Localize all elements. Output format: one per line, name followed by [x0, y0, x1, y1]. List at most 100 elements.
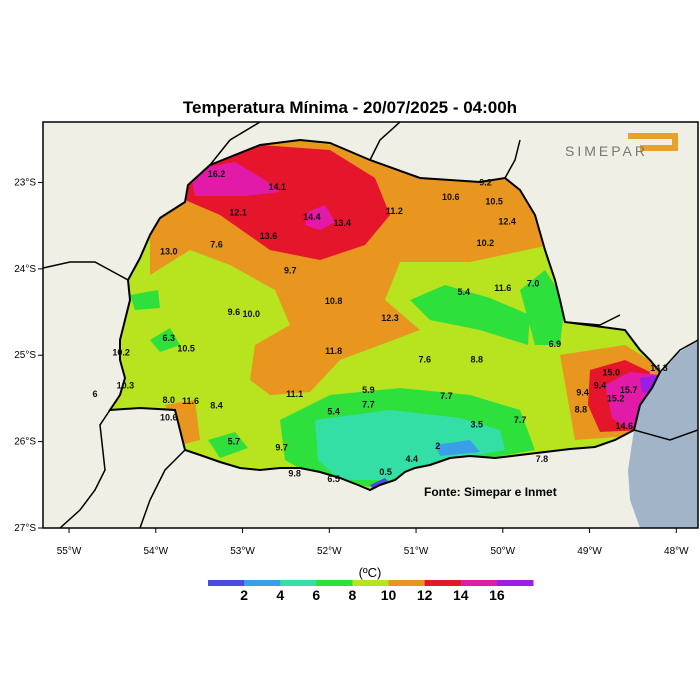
- station-value: 10.6: [442, 192, 460, 202]
- lon-tick-label: 49°W: [577, 546, 602, 557]
- station-value: 8.0: [163, 395, 176, 405]
- colorbar-tick-label: 14: [453, 587, 469, 603]
- station-value: 14.1: [268, 182, 286, 192]
- station-value: 12.4: [498, 216, 516, 226]
- colorbar-tick-label: 6: [312, 587, 320, 603]
- station-value: 9.6: [228, 307, 241, 317]
- station-value: 11.2: [386, 206, 403, 216]
- station-value: 5.7: [228, 437, 241, 447]
- station-value: 10.2: [112, 348, 130, 358]
- station-value: 15.2: [607, 393, 625, 403]
- lon-tick-label: 54°W: [144, 546, 169, 557]
- station-value: 7.8: [536, 454, 549, 464]
- map-title: Temperatura Mínima - 20/07/2025 - 04:00h: [183, 98, 517, 117]
- station-value: 12.3: [381, 313, 399, 323]
- station-value: 7.7: [362, 399, 375, 409]
- temperature-field: [110, 140, 660, 490]
- lat-tick-label: 23°S: [14, 177, 36, 188]
- station-value: 2: [435, 441, 440, 451]
- station-value: 10.5: [177, 343, 195, 353]
- map-frame: [42, 121, 699, 529]
- station-value: 11.1: [286, 389, 303, 399]
- lat-tick-label: 25°S: [14, 350, 36, 361]
- station-value: 12.1: [229, 208, 247, 218]
- station-value: 10.3: [117, 380, 135, 390]
- colorbar: 2 4 6 8 10 12 14 16: [208, 580, 534, 603]
- station-value: 15.0: [602, 368, 620, 378]
- lon-tick-label: 53°W: [230, 546, 255, 557]
- map-area: SIMEPAR: [43, 122, 698, 528]
- longitude-axis: 55°W 54°W 53°W 52°W 51°W 50°W 49°W 48°W: [57, 528, 689, 557]
- station-value: 7.6: [210, 240, 223, 250]
- station-value: 9.7: [284, 266, 297, 276]
- colorbar-unit: (ºC): [359, 565, 382, 580]
- station-value: 11.6: [182, 396, 199, 406]
- lat-tick-label: 24°S: [14, 264, 36, 275]
- simepar-logo: SIMEPAR: [565, 133, 678, 159]
- colorbar-swatch: [244, 580, 281, 586]
- lon-tick-label: 51°W: [404, 546, 429, 557]
- colorbar-swatch: [388, 580, 426, 586]
- station-value: 7.7: [440, 391, 453, 401]
- station-value: 6.5: [327, 474, 340, 484]
- colorbar-tick-label: 8: [349, 587, 357, 603]
- station-value: 13.4: [334, 218, 352, 228]
- station-value: 8.8: [471, 355, 484, 365]
- station-value: 6.9: [549, 339, 562, 349]
- station-value: 5.4: [458, 287, 471, 297]
- colorbar-tick-label: 12: [417, 587, 433, 603]
- station-value: 11.8: [325, 346, 342, 356]
- station-value: 8.8: [575, 405, 588, 415]
- station-value: 7.6: [418, 355, 431, 365]
- station-value: 9.8: [288, 469, 301, 479]
- lon-tick-label: 50°W: [491, 546, 516, 557]
- latitude-axis: 23°S 24°S 25°S 26°S 27°S: [14, 177, 43, 534]
- colorbar-tick-label: 4: [276, 587, 284, 603]
- station-value: 13.0: [160, 247, 178, 257]
- station-value: 8.4: [210, 400, 223, 410]
- colorbar-swatch: [316, 580, 353, 586]
- colorbar-swatch: [352, 580, 390, 586]
- lat-tick-label: 26°S: [14, 437, 36, 448]
- station-value: 0.5: [379, 467, 392, 477]
- station-value: 10.2: [477, 238, 495, 248]
- station-value: 14.3: [650, 363, 668, 373]
- lon-tick-label: 52°W: [317, 546, 342, 557]
- colorbar-swatch: [208, 580, 245, 586]
- logo-text: SIMEPAR: [565, 143, 648, 159]
- source-label: Fonte: Simepar e Inmet: [424, 485, 557, 499]
- parana-border: [108, 138, 662, 492]
- station-value: 7.0: [527, 279, 540, 289]
- station-value: 5.4: [327, 406, 340, 416]
- colorbar-swatch: [424, 580, 462, 586]
- station-value: 16.2: [208, 169, 226, 179]
- neighbor-borders: [43, 122, 698, 528]
- lat-tick-label: 27°S: [14, 523, 36, 534]
- colorbar-swatch: [280, 580, 317, 586]
- station-value: 10.5: [485, 196, 503, 206]
- station-value: 10.8: [325, 296, 343, 306]
- station-value: 9.4: [576, 387, 589, 397]
- station-value: 15.7: [620, 385, 638, 395]
- station-value: 10.6: [160, 412, 178, 422]
- station-value: 11.6: [494, 283, 511, 293]
- station-value: 7.7: [514, 415, 527, 425]
- station-value: 6.3: [163, 333, 176, 343]
- station-value: 9.4: [594, 380, 607, 390]
- station-values: 16.2 14.1 12.1 14.4 13.4 13.6 11.2 10.6 9.2 10.5 1…: [93, 169, 668, 484]
- colorbar-tick-label: 2: [240, 587, 248, 603]
- colorbar-swatch: [496, 580, 534, 586]
- ocean: [628, 340, 698, 528]
- station-value: 13.6: [260, 231, 278, 241]
- station-value: 9.7: [275, 443, 288, 453]
- station-value: 3.5: [471, 419, 484, 429]
- station-value: 10.0: [242, 309, 260, 319]
- lon-tick-label: 55°W: [57, 546, 82, 557]
- station-value: 6: [93, 389, 98, 399]
- colorbar-swatch: [460, 580, 498, 586]
- station-value: 14.4: [303, 212, 321, 222]
- colorbar-tick-label: 16: [489, 587, 505, 603]
- lon-tick-label: 48°W: [664, 546, 689, 557]
- station-value: 9.2: [479, 177, 492, 187]
